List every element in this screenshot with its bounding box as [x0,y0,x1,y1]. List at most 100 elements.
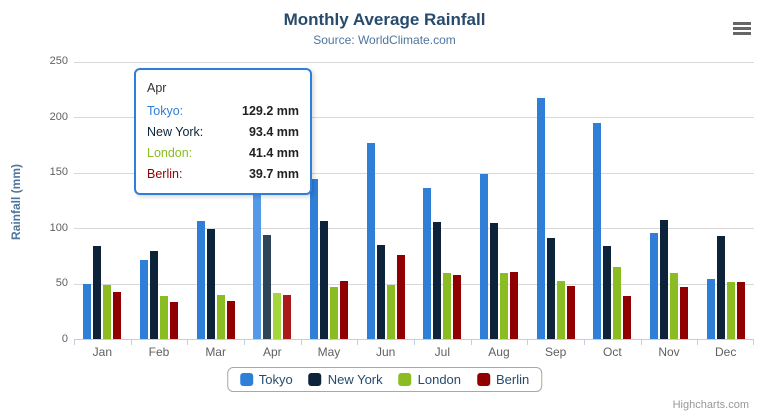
x-axis-label: Oct [602,345,622,359]
legend-item-london[interactable]: London [398,372,462,387]
bar-london-jul[interactable] [443,273,452,339]
bar-berlin-oct[interactable] [623,295,632,339]
chart-title: Monthly Average Rainfall [283,10,486,29]
x-axis-tick [130,340,132,345]
bar-london-sep[interactable] [556,280,565,339]
legend-label: London [417,372,462,387]
legend-swatch-icon [477,373,491,386]
bar-berlin-aug[interactable] [509,271,518,339]
bar-berlin-dec[interactable] [736,282,745,339]
gridline [74,228,754,230]
tooltip-series-value: 39.7 mm [248,167,299,181]
bar-berlin-nov[interactable] [679,286,688,339]
x-axis-label: Sep [544,345,567,359]
tooltip-row: London: 41.4 mm [147,143,299,164]
bar-berlin-jun[interactable] [396,255,405,339]
bar-london-apr[interactable] [273,292,282,339]
bar-new-york-oct[interactable] [603,246,612,339]
bar-berlin-feb[interactable] [169,302,178,339]
bar-tokyo-feb[interactable] [139,259,148,339]
y-axis-label: 250 [49,55,68,67]
x-axis-label: Jun [375,345,396,359]
bar-london-aug[interactable] [499,272,508,339]
x-axis-label: Apr [262,345,282,359]
x-axis-label: May [317,345,341,359]
bar-tokyo-jan[interactable] [83,283,92,339]
x-axis-tick [357,340,359,345]
hamburger-menu-icon [733,27,751,30]
x-axis-tick [414,340,415,345]
x-axis-label: Dec [714,345,737,359]
bar-berlin-apr[interactable] [283,294,292,339]
bar-new-york-dec[interactable] [716,236,725,339]
bar-tokyo-dec[interactable] [706,278,715,339]
legend-item-new-york[interactable]: New York [308,372,383,387]
highcharts-credits-link[interactable]: Highcharts.com [672,399,749,411]
bar-new-york-mar[interactable] [206,229,215,339]
bar-berlin-mar[interactable] [226,300,235,339]
bar-new-york-may[interactable] [319,221,328,339]
bar-tokyo-nov[interactable] [649,232,658,339]
legend: Tokyo New York London Berlin [226,367,543,392]
x-axis-label: Nov [658,345,680,359]
bar-new-york-sep[interactable] [546,237,555,339]
tooltip-series-value: 129.2 mm [242,104,299,118]
bar-london-dec[interactable] [726,282,735,339]
bar-berlin-jul[interactable] [453,275,462,339]
bar-london-may[interactable] [329,286,338,339]
bar-london-feb[interactable] [159,295,168,339]
bar-tokyo-aug[interactable] [479,173,488,339]
legend-label: Berlin [496,372,530,387]
x-axis-tick [640,340,642,345]
x-axis-label: Aug [488,345,510,359]
y-axis-label: 200 [49,110,68,123]
bar-tokyo-oct[interactable] [593,123,602,339]
x-axis-tick [697,340,699,345]
bar-berlin-jan[interactable] [113,291,122,339]
bar-london-jun[interactable] [386,285,395,339]
bar-berlin-sep[interactable] [566,286,575,339]
bar-london-mar[interactable] [216,295,225,339]
tooltip-row: New York: 93.4 mm [147,122,299,143]
bar-tokyo-jul[interactable] [423,188,432,339]
y-axis-label: 100 [49,221,68,234]
y-axis-title: Rainfall (mm) [9,164,23,241]
x-axis-label: Feb [148,345,170,359]
legend-item-berlin[interactable]: Berlin [477,372,529,387]
x-axis-label: Mar [205,345,226,359]
gridline [74,117,754,119]
bar-tokyo-may[interactable] [309,178,318,339]
legend-item-tokyo[interactable]: Tokyo [239,372,293,387]
legend-swatch-icon [308,373,322,386]
bar-london-oct[interactable] [613,266,622,339]
bar-tokyo-apr[interactable] [253,195,262,339]
bar-london-nov[interactable] [669,273,678,339]
x-axis-line [74,339,754,340]
legend-swatch-icon [239,373,253,386]
bar-london-jan[interactable] [103,284,112,339]
bar-berlin-may[interactable] [339,280,348,339]
tooltip-rows: Tokyo: 129.2 mm New York: 93.4 mm London: 41.… [147,101,299,185]
x-axis-label: Jul [434,345,450,359]
x-axis-tick [584,340,585,345]
x-axis-tick [187,340,189,345]
x-axis-tick [753,340,754,345]
x-axis-tick [300,340,302,345]
bar-tokyo-jun[interactable] [366,143,375,339]
gridline [74,61,754,63]
tooltip-series-value: 93.4 mm [248,125,299,139]
tooltip-series-label: Berlin: [147,167,183,181]
bar-new-york-jan[interactable] [93,246,102,339]
bar-new-york-jul[interactable] [433,222,442,339]
bar-new-york-aug[interactable] [489,223,498,339]
bar-new-york-nov[interactable] [659,220,668,339]
tooltip-row: Berlin: 39.7 mm [147,164,299,185]
bar-tokyo-mar[interactable] [196,220,205,339]
bar-tokyo-sep[interactable] [536,98,545,339]
bar-new-york-feb[interactable] [149,251,158,339]
bar-new-york-jun[interactable] [376,245,385,339]
bar-new-york-apr[interactable] [263,235,272,339]
tooltip-series-label: London: [147,146,193,160]
export-context-menu-button[interactable] [733,22,751,37]
y-axis-label: 50 [55,277,68,290]
